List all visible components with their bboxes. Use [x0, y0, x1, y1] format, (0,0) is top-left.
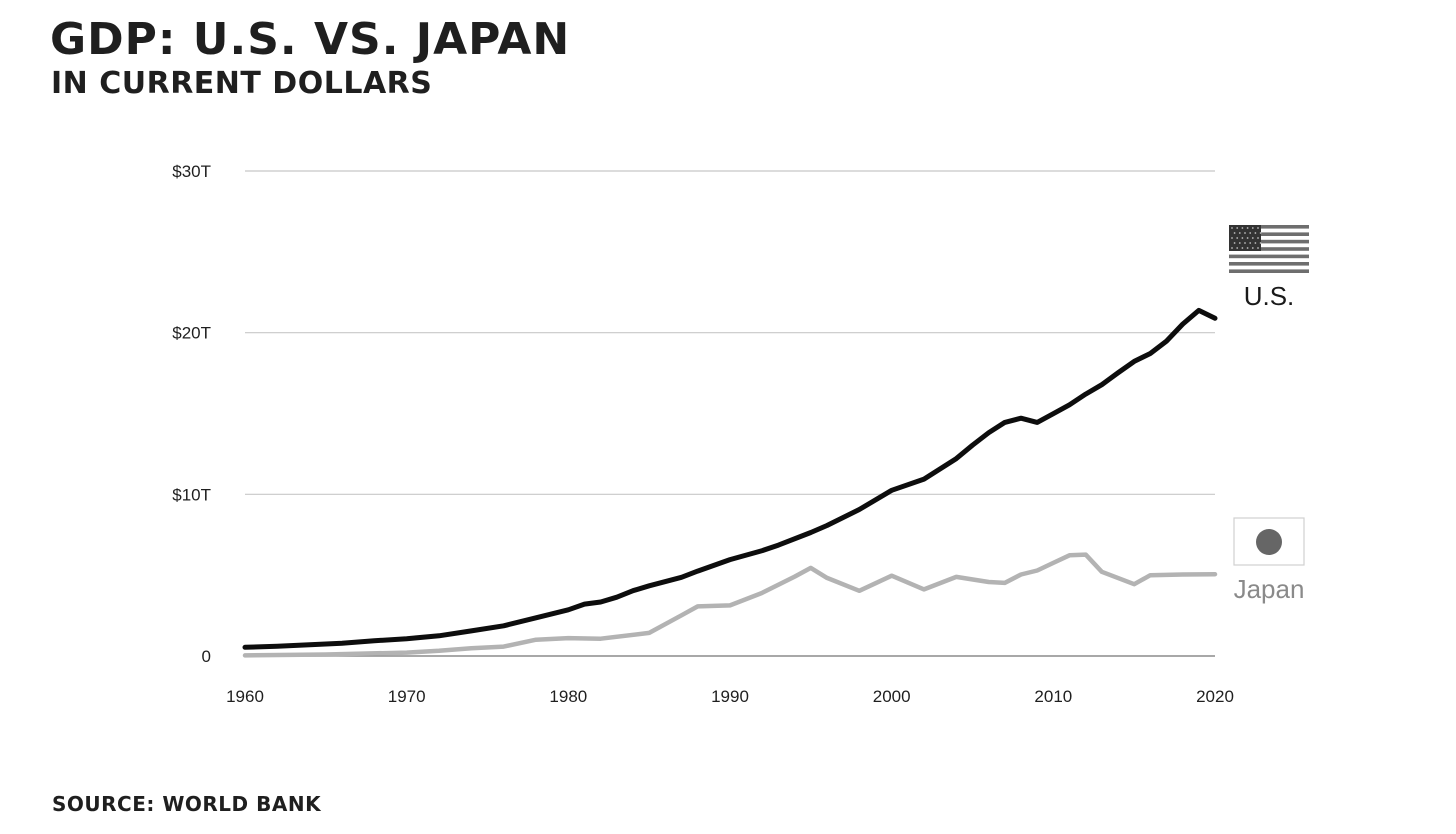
japan-series-label: Japan [1234, 574, 1305, 604]
series-line-us [242, 307, 1218, 650]
x-axis-tick-labels: 1960 1970 1980 1990 2000 2010 2020 [226, 687, 1234, 706]
series-line-japan [242, 552, 1218, 658]
y-axis-tick-labels: 0 $10T $20T $30T [172, 162, 211, 666]
x-tick-label: 1990 [711, 687, 749, 706]
x-tick-label: 2010 [1034, 687, 1072, 706]
y-tick-label: 0 [202, 647, 211, 666]
y-tick-label: $10T [172, 485, 211, 504]
chart-subtitle: IN CURRENT DOLLARS [51, 66, 433, 101]
japan-flag-icon [1233, 517, 1305, 566]
y-tick-label: $30T [172, 162, 211, 181]
chart-title: GDP: U.S. VS. JAPAN [50, 14, 571, 65]
x-tick-label: 1970 [388, 687, 426, 706]
y-tick-label: $20T [172, 324, 211, 343]
series-lines [242, 307, 1218, 658]
x-tick-label: 1960 [226, 687, 264, 706]
x-tick-label: 2000 [873, 687, 911, 706]
x-tick-label: 2020 [1196, 687, 1234, 706]
x-tick-label: 1980 [549, 687, 587, 706]
us-series-label: U.S. [1244, 281, 1295, 311]
grid-lines [245, 170, 1215, 657]
us-flag-icon [1229, 225, 1309, 273]
source-note: SOURCE: WORLD BANK [52, 792, 322, 816]
